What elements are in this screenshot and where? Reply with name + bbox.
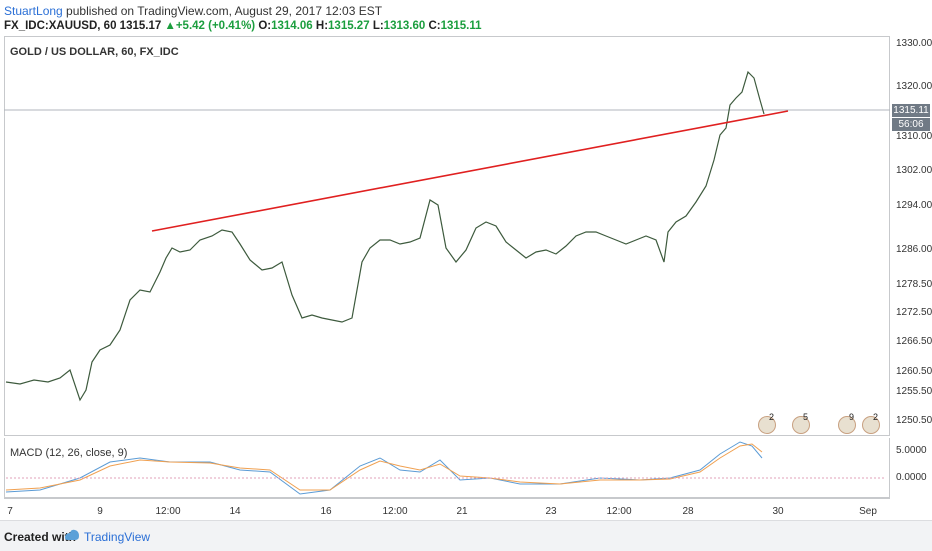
footer-bar xyxy=(0,520,932,551)
last-price-tag: 1315.11 xyxy=(892,104,930,117)
publish-line: StuartLong published on TradingView.com,… xyxy=(4,4,382,18)
low-value: 1313.60 xyxy=(383,20,426,32)
time-axis-label: 12:00 xyxy=(606,506,632,517)
time-axis-label: 28 xyxy=(682,506,694,517)
publish-header: StuartLong published on TradingView.com,… xyxy=(0,0,932,36)
tradingview-link[interactable]: TradingView xyxy=(84,530,151,544)
event-count: 2 xyxy=(769,412,775,422)
time-axis-label: 12:00 xyxy=(382,506,408,517)
footer-created-text: Created with xyxy=(4,530,77,544)
us-flag-icon[interactable] xyxy=(792,416,810,434)
price-axis-label: 1320.00 xyxy=(896,81,932,92)
price-axis-label: 1272.50 xyxy=(896,307,932,318)
price-axis-label: 1294.00 xyxy=(896,200,932,211)
event-count: 9 xyxy=(849,412,855,422)
time-axis-label: 21 xyxy=(456,506,468,517)
author-link[interactable]: StuartLong xyxy=(4,4,63,18)
symbol-name: FX_IDC:XAUUSD, 60 xyxy=(4,20,117,32)
chart-title: GOLD / US DOLLAR, 60, FX_IDC xyxy=(10,46,179,58)
tradingview-logo-icon[interactable] xyxy=(64,528,80,542)
trend-line xyxy=(151,110,789,232)
price-axis-label: 1286.00 xyxy=(896,244,932,255)
time-axis-label: 14 xyxy=(229,506,241,517)
price-axis-label: 1302.00 xyxy=(896,165,932,176)
high-value: 1315.27 xyxy=(328,20,370,32)
up-arrow-icon: ▲ xyxy=(164,20,176,32)
price-chart-pane[interactable] xyxy=(4,36,890,436)
price-axis-label: 1310.00 xyxy=(896,131,932,142)
macd-title: MACD (12, 26, close, 9) xyxy=(10,447,128,459)
countdown-tag: 56:06 xyxy=(892,118,930,131)
macd-axis-label: 5.0000 xyxy=(896,445,927,456)
price-axis-label: 1250.50 xyxy=(896,415,932,426)
price-series xyxy=(5,70,765,402)
time-axis-label: 9 xyxy=(97,506,103,517)
us-flag-icon[interactable] xyxy=(838,416,856,434)
open-label: O: xyxy=(258,20,272,32)
event-count: 2 xyxy=(873,412,879,422)
close-value: 1315.11 xyxy=(440,20,482,32)
time-axis-label: 16 xyxy=(320,506,332,517)
macd-axis-label: 0.0000 xyxy=(896,472,927,483)
symbol-line: FX_IDC:XAUUSD, 60 1315.17 ▲+5.42 (+0.41%… xyxy=(4,20,482,32)
price-axis-label: 1266.50 xyxy=(896,336,932,347)
last-price: 1315.17 xyxy=(119,20,162,32)
us-flag-icon[interactable] xyxy=(758,416,776,434)
price-axis-label: 1278.50 xyxy=(896,279,932,290)
published-text: published on TradingView.com, August 29,… xyxy=(62,4,383,18)
time-axis[interactable] xyxy=(4,498,890,521)
us-flag-icon[interactable] xyxy=(862,416,880,434)
time-axis-label: 7 xyxy=(7,506,13,517)
low-label: L: xyxy=(372,20,384,32)
close-label: C: xyxy=(428,20,441,32)
price-axis-label: 1330.00 xyxy=(896,38,932,49)
signal-line xyxy=(5,443,763,491)
time-axis-label: 12:00 xyxy=(155,506,181,517)
high-label: H: xyxy=(315,20,329,32)
time-axis-label: 30 xyxy=(772,506,784,517)
price-axis-label: 1260.50 xyxy=(896,366,932,377)
macd-line xyxy=(5,441,763,495)
time-axis-label: Sep xyxy=(859,506,877,517)
time-axis-label: 23 xyxy=(545,506,557,517)
price-change: +5.42 (+0.41%) xyxy=(175,20,256,32)
price-axis-label: 1255.50 xyxy=(896,386,932,397)
open-value: 1314.06 xyxy=(271,20,313,32)
event-count: 5 xyxy=(803,412,809,422)
